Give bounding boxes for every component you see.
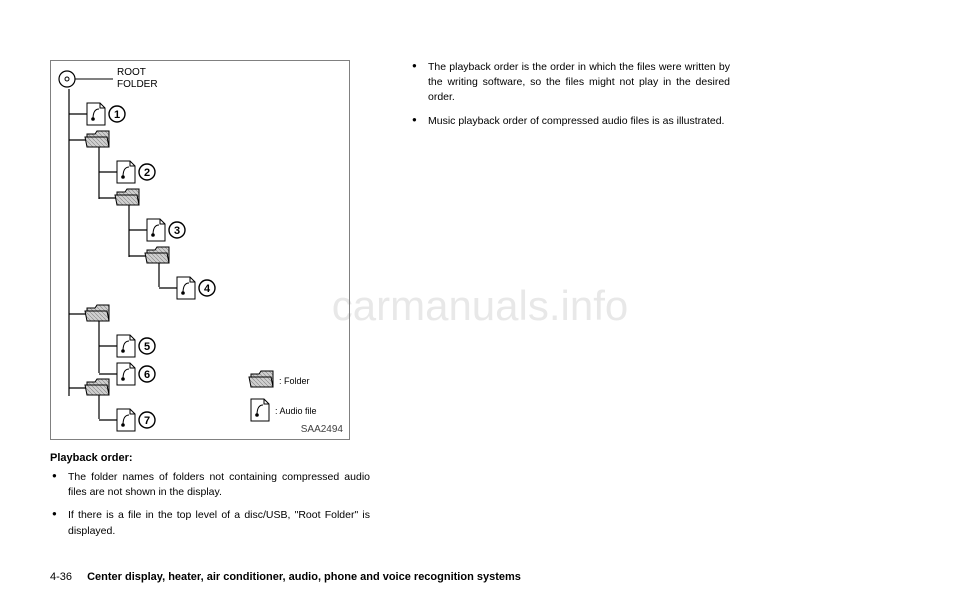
- bullet-item: The playback order is the order in which…: [410, 60, 730, 106]
- bullet-item: If there is a file in the top level of a…: [50, 508, 370, 538]
- bullet-item: The folder names of folders not containi…: [50, 470, 370, 500]
- svg-text:3: 3: [174, 225, 180, 237]
- right-bullet-list: The playback order is the order in which…: [410, 60, 730, 129]
- page-content: ROOTFOLDER 1 2 3 4 5 6 7 : Folder : Audio file SA…: [50, 60, 910, 547]
- svg-text:5: 5: [144, 341, 150, 353]
- right-column: The playback order is the order in which…: [410, 60, 730, 547]
- svg-text:: Audio file: : Audio file: [275, 406, 317, 416]
- tree-svg: ROOTFOLDER 1 2 3 4 5 6 7 : Folder : Audio file: [51, 61, 351, 441]
- playback-order-heading: Playback order:: [50, 452, 370, 464]
- svg-text:1: 1: [114, 109, 120, 121]
- svg-text:6: 6: [144, 369, 150, 381]
- left-column: ROOTFOLDER 1 2 3 4 5 6 7 : Folder : Audio file SA…: [50, 60, 370, 547]
- svg-text:ROOT: ROOT: [117, 67, 146, 78]
- folder-tree-diagram: ROOTFOLDER 1 2 3 4 5 6 7 : Folder : Audio file SA…: [50, 60, 350, 440]
- page-footer: 4-36 Center display, heater, air conditi…: [50, 571, 521, 583]
- bullet-item: Music playback order of compressed audio…: [410, 114, 730, 129]
- svg-text:4: 4: [204, 283, 211, 295]
- svg-text:FOLDER: FOLDER: [117, 79, 158, 90]
- page-number: 4-36: [50, 571, 72, 583]
- diagram-code: SAA2494: [301, 424, 343, 435]
- section-title: Center display, heater, air conditioner,…: [87, 571, 521, 583]
- svg-text:2: 2: [144, 167, 150, 179]
- left-bullet-list: The folder names of folders not containi…: [50, 470, 370, 539]
- svg-text:7: 7: [144, 415, 150, 427]
- svg-text:: Folder: : Folder: [279, 376, 310, 386]
